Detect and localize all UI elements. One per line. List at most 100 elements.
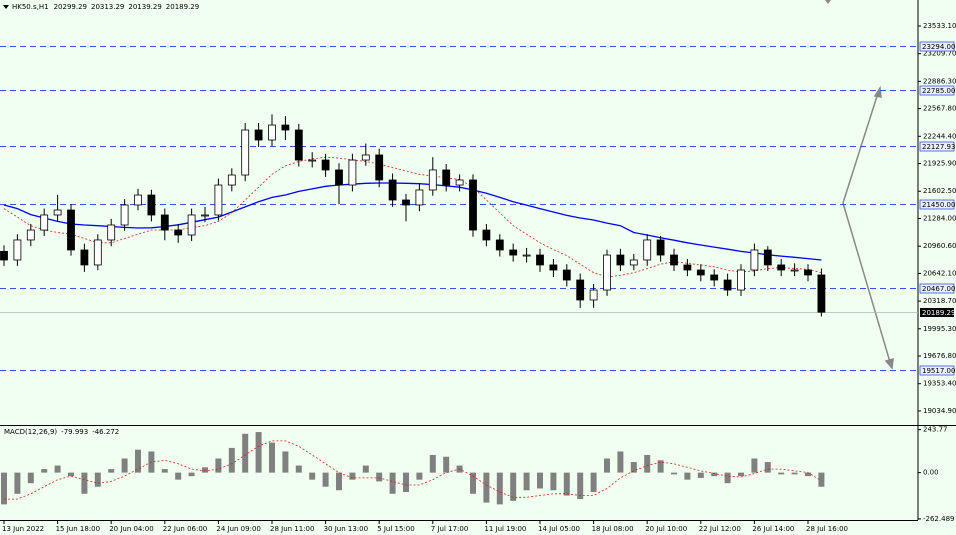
macd-bar bbox=[161, 469, 168, 473]
candle-body bbox=[120, 204, 129, 226]
moving-average bbox=[3, 156, 822, 278]
candle-body bbox=[147, 194, 156, 216]
macd-bar bbox=[577, 472, 584, 500]
macd-bar bbox=[54, 465, 61, 473]
candle-body bbox=[428, 169, 437, 191]
candle-body bbox=[763, 249, 772, 266]
macd-bar bbox=[175, 472, 182, 480]
candle-body bbox=[254, 129, 263, 141]
x-tick-label: 24 Jun 09:00 bbox=[216, 525, 260, 533]
level-box bbox=[919, 365, 955, 376]
level-box bbox=[919, 85, 955, 96]
current-price-label: 20189.29 bbox=[922, 309, 955, 317]
candle-body bbox=[268, 124, 276, 141]
y-tick-label: 20642.10 bbox=[923, 269, 956, 277]
arrow-down bbox=[842, 202, 891, 363]
macd-bar bbox=[349, 472, 356, 480]
arrow-up bbox=[842, 92, 879, 204]
level-box bbox=[919, 41, 955, 52]
signal-line bbox=[4, 440, 822, 500]
arrow-head bbox=[873, 85, 882, 98]
candle-body bbox=[174, 229, 183, 236]
macd-bar bbox=[376, 472, 383, 482]
x-tick-label: 13 Jun 2022 bbox=[2, 525, 44, 533]
macd-bar bbox=[697, 472, 704, 478]
macd-bar bbox=[228, 447, 235, 473]
candle-body bbox=[562, 269, 571, 281]
x-tick-label: 11 Jul 19:00 bbox=[484, 525, 526, 533]
macd-bar bbox=[81, 472, 88, 494]
candle-body bbox=[629, 259, 638, 266]
candle-body bbox=[616, 254, 625, 266]
macd-bar bbox=[523, 472, 530, 491]
close-readout: 20189.29 bbox=[166, 3, 199, 11]
macd-bar bbox=[563, 472, 570, 496]
macd-bar bbox=[108, 469, 115, 473]
macd-bar bbox=[68, 472, 74, 477]
y-tick-label: 19353.40 bbox=[923, 380, 956, 388]
macd-bar bbox=[496, 472, 503, 505]
macd-bar bbox=[764, 462, 771, 473]
macd-bar bbox=[282, 451, 289, 473]
level-label: 20467.00 bbox=[922, 285, 955, 293]
macd-bar bbox=[724, 472, 731, 484]
macd-bar bbox=[309, 472, 316, 480]
macd-bar bbox=[389, 472, 396, 494]
candle-body bbox=[335, 169, 343, 186]
level-box bbox=[919, 141, 955, 152]
y-tick-label: 21925.90 bbox=[923, 160, 956, 168]
candle-body bbox=[134, 194, 142, 206]
x-tick-label: 28 Jun 11:00 bbox=[270, 525, 314, 533]
candle-body bbox=[0, 250, 8, 261]
candle-body bbox=[482, 229, 491, 241]
macd-bar bbox=[778, 472, 785, 475]
candle-body bbox=[522, 254, 531, 257]
candle-body bbox=[26, 229, 35, 241]
y-tick-label: 243.77 bbox=[923, 426, 948, 434]
macd-bar bbox=[630, 462, 637, 473]
candle-body bbox=[817, 274, 826, 313]
macd-bar bbox=[215, 458, 222, 473]
macd-bar bbox=[617, 451, 624, 473]
macd-bar bbox=[657, 460, 664, 473]
candle-body bbox=[321, 159, 330, 171]
level-label: 21450.00 bbox=[922, 201, 955, 209]
candle-body bbox=[549, 264, 558, 271]
candle-body bbox=[375, 154, 384, 181]
macd-bar bbox=[41, 469, 48, 473]
candle-body bbox=[402, 199, 410, 206]
projection-arrows bbox=[842, 85, 894, 370]
macd-bar bbox=[590, 472, 597, 493]
macd-bar bbox=[537, 472, 543, 489]
candle-body bbox=[536, 254, 544, 266]
macd-bar bbox=[738, 472, 744, 477]
candle-body bbox=[683, 264, 692, 271]
macd-bar bbox=[818, 472, 825, 487]
x-tick-label: 30 Jun 13:00 bbox=[324, 525, 368, 533]
candle-body bbox=[40, 214, 49, 231]
candle-body bbox=[187, 214, 196, 236]
x-tick-label: 28 Jul 16:00 bbox=[806, 525, 848, 533]
macd-bar bbox=[403, 472, 409, 493]
candle-body bbox=[281, 124, 290, 131]
macd-bar bbox=[242, 433, 249, 473]
candle-body bbox=[93, 239, 102, 266]
macd-bar bbox=[470, 472, 476, 494]
macd-bar bbox=[362, 465, 369, 473]
macd-bar bbox=[483, 472, 490, 503]
x-tick-label: 22 Jun 06:00 bbox=[163, 525, 207, 533]
macd-bar bbox=[604, 458, 610, 473]
x-tick-label: 5 Jul 15:00 bbox=[377, 525, 415, 533]
candle-body bbox=[643, 239, 652, 261]
x-tick-label: 20 Jun 04:00 bbox=[109, 525, 153, 533]
current-price-box bbox=[920, 308, 954, 317]
macd-title: MACD(12,26,9) bbox=[4, 428, 57, 436]
candle-body bbox=[388, 179, 397, 201]
candle-body bbox=[227, 174, 236, 186]
y-tick-label: 22886.30 bbox=[923, 77, 956, 85]
candle-body bbox=[442, 169, 451, 186]
macd-bar bbox=[255, 432, 262, 473]
candle-body bbox=[201, 214, 209, 217]
